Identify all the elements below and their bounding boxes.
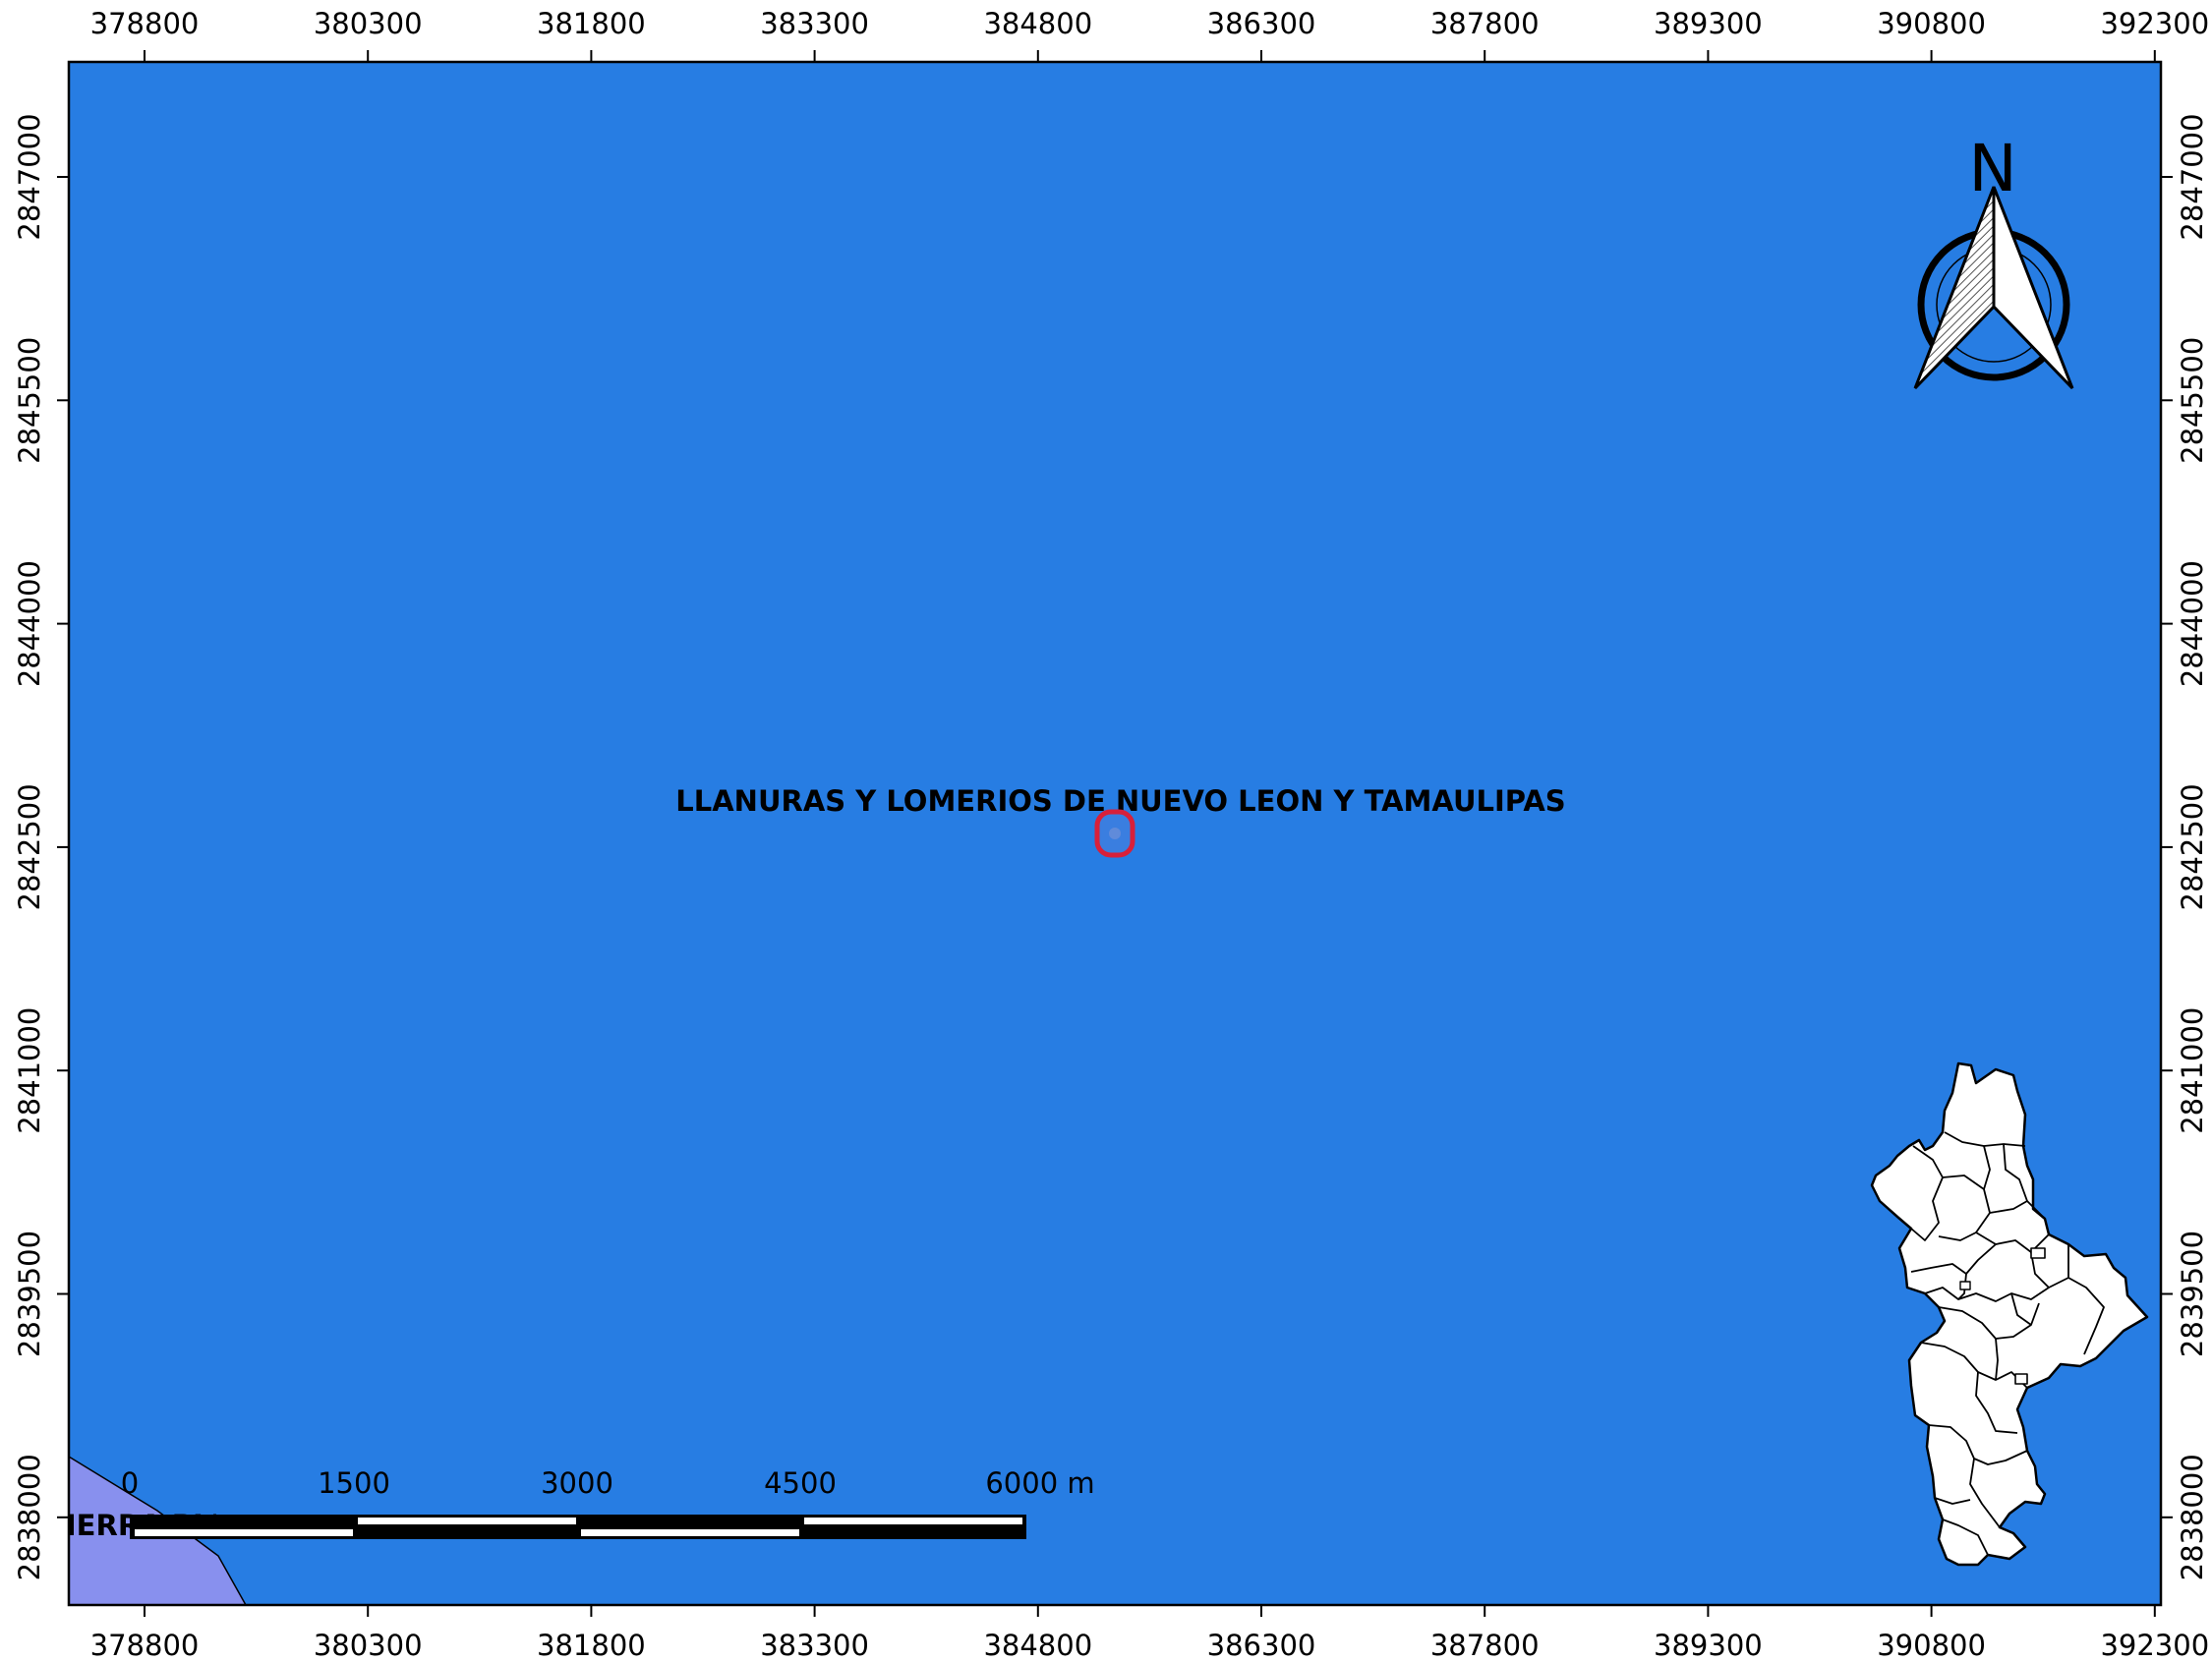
x-tick-label: 392300 [2100, 1629, 2209, 1662]
y-tick-label: 2838000 [2176, 1454, 2209, 1580]
scale-bar-label: 6000 m [985, 1466, 1094, 1500]
x-tick-label: 390800 [1877, 1629, 1986, 1662]
y-tick-label: 2845500 [13, 337, 46, 464]
scale-bar-labels: 0 1500 3000 4500 6000 m [121, 1466, 1095, 1500]
x-tick-label: 387800 [1430, 1629, 1540, 1662]
y-axis-right-labels: 2847000 2845500 2844000 2842500 2841000 28395… [2176, 113, 2209, 1580]
y-tick-label: 2841000 [13, 1007, 46, 1134]
x-tick-label: 390800 [1877, 7, 1986, 40]
y-tick-label: 2847000 [13, 113, 46, 240]
x-axis-bottom-labels: 378800 380300 381800 383300 384800 386300 3878… [90, 1629, 2210, 1662]
x-tick-label: 386300 [1207, 7, 1316, 40]
x-tick-label: 384800 [983, 1629, 1092, 1662]
y-axis-left-labels: 2847000 2845500 2844000 2842500 2841000 28395… [13, 113, 46, 1580]
scale-bar-label: 4500 [764, 1466, 837, 1500]
y-tick-label: 2844000 [13, 560, 46, 687]
x-tick-label: 380300 [314, 7, 423, 40]
y-tick-label: 2839500 [2176, 1231, 2209, 1357]
x-tick-label: 384800 [983, 7, 1092, 40]
x-tick-label: 381800 [537, 7, 646, 40]
y-tick-label: 2842500 [2176, 783, 2209, 910]
x-tick-label: 380300 [314, 1629, 423, 1662]
state-municipalities-inset-icon [1870, 1061, 2149, 1567]
y-tick-label: 2844000 [2176, 560, 2209, 687]
y-tick-label: 2842500 [13, 783, 46, 910]
x-tick-label: 381800 [537, 1629, 646, 1662]
y-tick-label: 2838000 [13, 1454, 46, 1580]
x-tick-label: 383300 [760, 7, 869, 40]
y-tick-label: 2847000 [2176, 113, 2209, 240]
x-tick-label: 378800 [90, 7, 200, 40]
north-letter: N [1968, 131, 2016, 206]
scale-bar-label: 3000 [541, 1466, 613, 1500]
graticule-ticks [57, 50, 2173, 1617]
x-tick-label: 386300 [1207, 1629, 1316, 1662]
y-tick-label: 2845500 [2176, 337, 2209, 464]
x-tick-label: 392300 [2100, 7, 2209, 40]
x-axis-top-labels: 378800 380300 381800 383300 384800 386300 3878… [90, 7, 2210, 40]
scale-bar-label: 1500 [318, 1466, 390, 1500]
x-tick-label: 378800 [90, 1629, 200, 1662]
y-tick-label: 2839500 [13, 1231, 46, 1357]
x-tick-label: 389300 [1654, 1629, 1763, 1662]
scale-bar-label: 0 [121, 1466, 139, 1500]
x-tick-label: 389300 [1654, 7, 1763, 40]
map-frame [67, 60, 2163, 1607]
x-tick-label: 387800 [1430, 7, 1540, 40]
scale-bar: 0 1500 3000 4500 6000 m [121, 1466, 1095, 1539]
y-tick-label: 2841000 [2176, 1007, 2209, 1134]
x-tick-label: 383300 [760, 1629, 869, 1662]
north-arrow-icon: N [1913, 131, 2074, 390]
location-marker-icon [1094, 809, 1135, 858]
